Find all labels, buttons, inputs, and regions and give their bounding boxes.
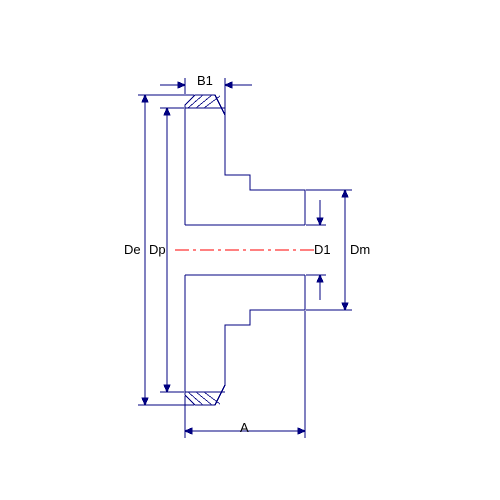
dim-a xyxy=(185,311,305,438)
sprocket-outline-lower xyxy=(185,275,305,405)
label-de: De xyxy=(124,242,141,257)
label-dp: Dp xyxy=(149,242,166,257)
diagram-canvas: B1 De Dp D1 Dm A xyxy=(0,0,500,500)
label-d1: D1 xyxy=(314,242,331,257)
sprocket-outline-upper xyxy=(185,95,305,225)
label-b1: B1 xyxy=(197,73,213,88)
label-dm: Dm xyxy=(350,242,370,257)
label-a: A xyxy=(240,420,249,435)
sprocket-diagram xyxy=(0,0,500,500)
